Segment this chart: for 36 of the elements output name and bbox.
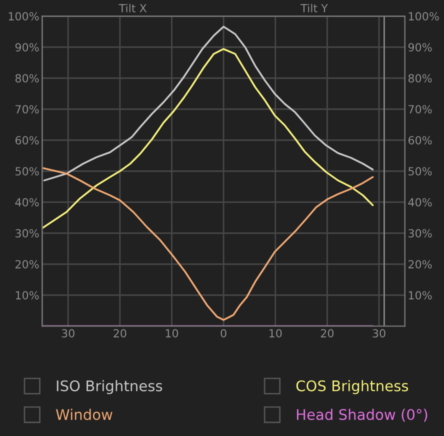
y-tick-label: 20% [16, 260, 39, 269]
y2-tick-label: 40% [408, 198, 432, 207]
y-tick-label: 80% [15, 74, 39, 83]
y-tick-label: 40% [15, 198, 39, 207]
text: Head Shadow (0°) [296, 408, 428, 422]
line-series [43, 26, 374, 182]
y-tick-label: 30% [16, 229, 39, 238]
y2-tick-label: 20% [408, 260, 432, 269]
text: Window [56, 408, 112, 420]
y-tick-label: 100% [8, 12, 39, 21]
y2-tick-label: 100% [408, 12, 439, 21]
x-tick-label: 0 [220, 329, 226, 338]
text: Tilt Y [300, 4, 328, 12]
y-tick-label: 70% [16, 105, 39, 114]
y-tick-label: 60% [15, 136, 39, 145]
y2-tick-label: 80% [408, 74, 432, 83]
x-tick-label: 30 [372, 329, 386, 338]
y-tick-label: 90% [15, 43, 39, 52]
text: ISO Brightness [56, 380, 162, 394]
x-tick-label: 20 [320, 329, 334, 338]
x-tick-label: 10 [270, 329, 282, 338]
text: COS Brightness [296, 380, 408, 394]
x-tick-label: 30 [62, 329, 74, 338]
y2-tick-label: 10% [408, 291, 432, 300]
x-tick-label: 20 [114, 329, 126, 338]
y-tick-label: 10% [16, 291, 39, 300]
line-series [42, 167, 374, 321]
y2-tick-label: 50% [408, 167, 432, 176]
y2-tick-label: 90% [408, 43, 432, 52]
x-tick-label: 10 [166, 329, 178, 338]
y-tick-label: 50% [16, 167, 39, 176]
y2-tick-label: 60% [408, 136, 432, 145]
text: Tilt X [118, 4, 147, 12]
y2-tick-label: 30% [408, 229, 432, 238]
y2-tick-label: 70% [408, 105, 432, 114]
line-series [42, 48, 374, 229]
